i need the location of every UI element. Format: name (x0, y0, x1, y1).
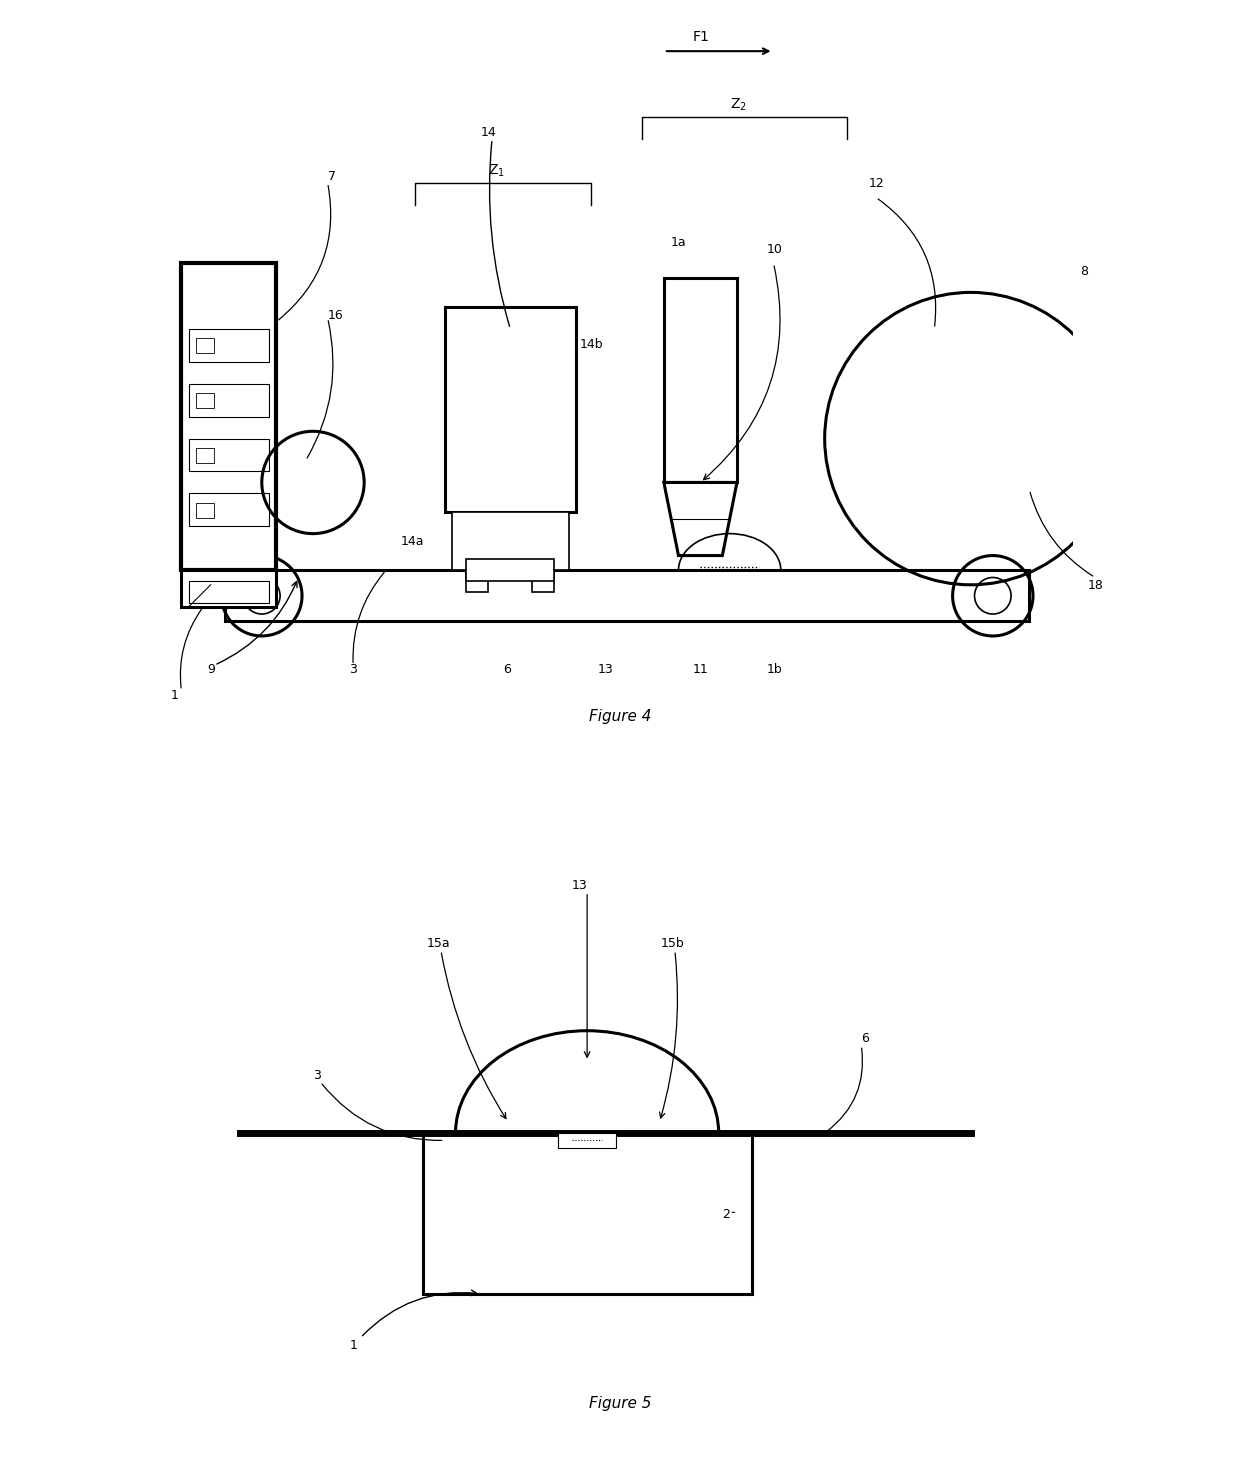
Text: 1b: 1b (766, 664, 782, 675)
Bar (188, 383, 269, 417)
Bar (196, 503, 215, 518)
Text: 7: 7 (327, 170, 336, 183)
Bar (188, 439, 269, 471)
Text: 13: 13 (572, 879, 588, 892)
Text: 11: 11 (693, 664, 709, 675)
Bar (196, 449, 215, 462)
Bar (466, 560, 554, 580)
Bar (188, 329, 269, 363)
Text: 2: 2 (723, 1208, 730, 1221)
Bar (226, 570, 1029, 621)
Bar (466, 570, 489, 592)
Bar (181, 570, 277, 607)
Text: F1: F1 (693, 29, 711, 44)
Text: 12: 12 (868, 177, 884, 190)
Bar (445, 307, 577, 512)
Text: 16: 16 (327, 308, 343, 322)
Text: 9: 9 (207, 664, 215, 675)
Text: 3: 3 (350, 664, 357, 675)
Bar (532, 570, 554, 592)
Text: 6: 6 (503, 664, 511, 675)
Bar (188, 494, 269, 526)
Text: 10: 10 (766, 243, 782, 256)
Text: 18: 18 (1087, 579, 1104, 592)
Text: 14: 14 (481, 126, 497, 139)
Text: 13: 13 (598, 664, 614, 675)
Bar (423, 1133, 751, 1294)
Bar (558, 1133, 616, 1148)
Text: Z$_2$: Z$_2$ (729, 96, 746, 113)
Text: Z$_1$: Z$_1$ (489, 162, 506, 178)
Text: 3: 3 (312, 1069, 321, 1082)
Text: 8: 8 (1080, 265, 1089, 278)
Text: Figure 4: Figure 4 (589, 709, 651, 724)
Text: 1: 1 (170, 689, 179, 702)
Text: 15a: 15a (427, 937, 450, 950)
Bar (663, 278, 737, 482)
Bar (196, 393, 215, 408)
Text: 6: 6 (862, 1032, 869, 1045)
Text: Figure 5: Figure 5 (589, 1396, 651, 1411)
Text: 14b: 14b (580, 338, 604, 351)
Circle shape (288, 456, 339, 509)
Text: 1: 1 (350, 1339, 357, 1352)
Bar (451, 512, 569, 570)
Bar (196, 339, 215, 354)
Bar (188, 580, 269, 602)
Text: 14a: 14a (401, 535, 424, 548)
Text: 1a: 1a (671, 235, 687, 249)
Bar (181, 263, 277, 570)
Text: 15b: 15b (660, 937, 684, 950)
